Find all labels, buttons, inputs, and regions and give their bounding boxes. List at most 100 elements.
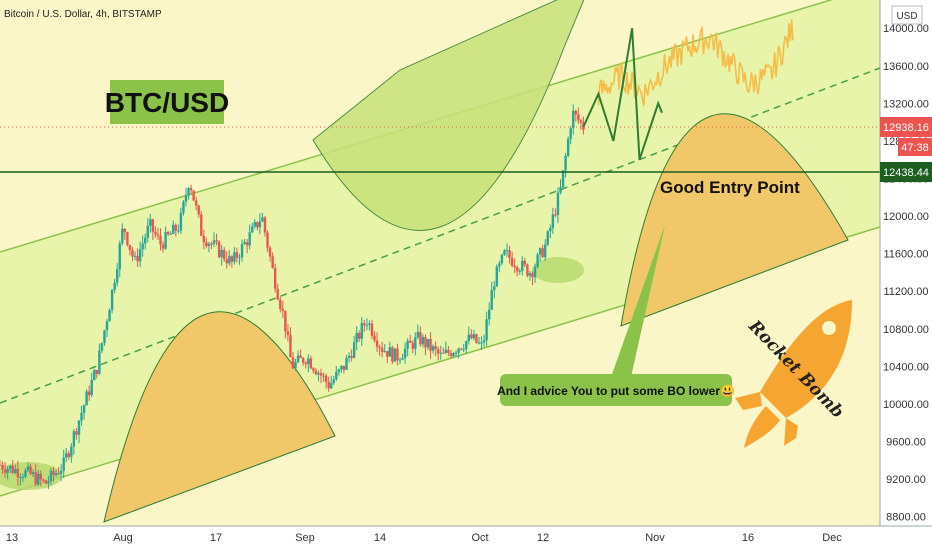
candle-body [31,472,35,475]
candle-body [85,391,88,406]
candle-body [510,257,514,266]
candle-body [118,243,121,270]
candle-body [93,370,96,381]
candle-body [472,334,476,339]
candle-body [121,228,124,244]
candle-body [431,346,435,351]
countdown-tag [898,138,932,156]
y-tick-label: 13600.00 [883,61,929,73]
candle-body [375,340,379,347]
candle-body [108,309,111,322]
candle-body [398,359,402,361]
candle-body [100,342,104,351]
candle-body [437,349,440,354]
candle-body [133,255,137,257]
candle-body [434,346,437,350]
candle-body [8,465,12,469]
candle-body [327,381,330,389]
candle-body [332,379,335,384]
candle-body [408,340,412,343]
candle-body [268,247,272,257]
candle-body [579,120,583,123]
candle-body [373,335,376,341]
candle-body [490,290,493,310]
candle-body [258,221,262,228]
candle-body [566,138,570,156]
candle-body [577,114,580,121]
candle-body [72,431,76,447]
candle-body [485,319,488,341]
candle-body [75,431,78,435]
candle-body [21,476,25,478]
candle-body [34,472,37,485]
x-axis-panel [0,526,932,550]
candle-body [465,341,468,349]
candle-body [358,332,361,339]
candle-body [449,352,453,357]
candle-body [235,252,239,258]
candle-body [564,155,567,171]
candle-body [273,267,277,289]
candle-body [393,348,397,362]
candle-body [355,332,358,343]
currency-label: USD [896,11,917,22]
candle-body [169,233,172,235]
candle-body [391,347,394,362]
candle-body [192,190,195,201]
candle-body [144,237,147,244]
candle-body [128,244,132,251]
candle-body [65,453,68,458]
y-tick-label: 14000.00 [883,23,929,35]
candle-body [82,405,86,414]
candle-body [312,368,315,371]
candle-body [475,334,478,343]
candle-body [113,282,116,290]
candle-body [508,250,511,258]
candle-body [42,479,45,481]
candle-body [551,214,555,228]
candle-body [411,342,414,349]
candle-body [493,286,496,291]
projection-path [582,28,663,161]
y-tick-label: 9600.00 [886,436,926,448]
candle-body [383,351,386,353]
candle-body [230,256,234,262]
candle-body [439,352,442,354]
x-tick-label: 17 [210,532,222,544]
candle-body [289,334,292,358]
candles-group [0,104,585,489]
candle-body [521,260,524,271]
candle-body [19,477,22,479]
pair-label-box [110,80,224,124]
candle-body [319,373,323,376]
candle-body [505,250,509,252]
candle-body [233,252,236,262]
candle-body [159,235,162,245]
consolidation-ellipse-right [532,257,584,283]
candle-body [172,224,175,234]
candle-body [569,128,572,139]
candle-body [3,469,7,473]
candle-body [103,330,106,343]
candle-body [207,243,211,247]
x-tick-label: Aug [113,532,133,544]
candle-body [29,466,32,475]
currency-button[interactable] [891,5,923,25]
candle-body [205,242,208,247]
candle-body [556,192,560,215]
x-axis-ticks: 13 Aug 17 Sep 14 Oct 12 Nov 16 Dec [6,532,842,544]
y-axis-panel [880,0,932,550]
candle-body [342,365,346,370]
candle-body [253,221,256,227]
candle-body [363,323,366,326]
candle-body [416,331,420,338]
candle-body [0,464,2,466]
advice-callout-pointer [611,225,665,377]
x-tick-label: 16 [742,532,754,544]
candle-body [202,235,206,243]
candle-body [77,420,81,435]
candle-body [457,348,460,353]
candle-body [291,357,295,369]
candle-body [37,473,40,485]
